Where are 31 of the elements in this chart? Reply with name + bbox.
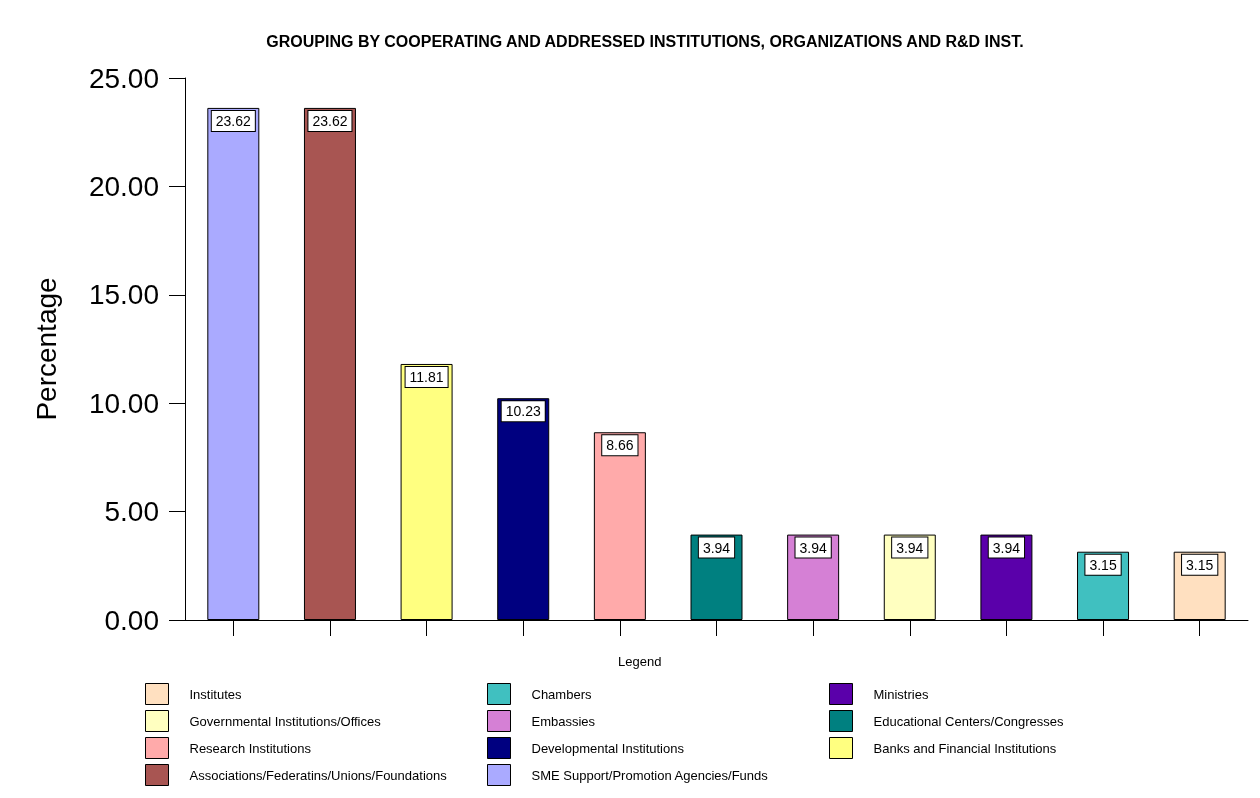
data-label: 3.94	[896, 539, 924, 556]
y-axis-title: Percentage	[30, 277, 62, 421]
legend-label: Ministries	[873, 686, 929, 702]
y-tick-label: 25.00	[88, 62, 159, 94]
legend-label: Banks and Financial Institutions	[873, 740, 1057, 756]
data-label: 3.15	[1186, 556, 1214, 573]
legend-label: Governmental Institutions/Offices	[189, 713, 382, 729]
y-tick-label: 15.00	[88, 279, 159, 311]
y-tick-label: 20.00	[88, 170, 159, 202]
chart-title: GROUPING BY COOPERATING AND ADDRESSED INSTITUTIONS, ORGANIZATIONS AND R&D INST.	[266, 32, 1024, 50]
data-label: 10.23	[505, 403, 541, 420]
data-label: 23.62	[215, 112, 252, 129]
data-label: 3.94	[702, 539, 731, 556]
legend-label: Chambers	[531, 686, 592, 702]
y-tick-label: 5.00	[104, 496, 159, 528]
legend-label: Research Institutions	[189, 740, 312, 756]
legend-label: Institutes	[189, 686, 243, 702]
legend-label: Embassies	[531, 713, 596, 729]
y-tick-label: 0.00	[104, 604, 159, 636]
data-label: 8.66	[606, 437, 634, 454]
data-label: 11.81	[409, 368, 444, 385]
legend-label: Associations/Federatins/Unions/Foundations	[189, 767, 448, 783]
data-label: 3.94	[799, 539, 827, 556]
data-label: 23.62	[312, 112, 348, 129]
data-label: 3.15	[1089, 556, 1117, 573]
legend-label: Educational Centers/Congresses	[873, 713, 1065, 729]
legend-label: Developmental Institutions	[531, 740, 685, 756]
legend-title: Legend	[618, 654, 662, 669]
data-label: 3.94	[992, 539, 1021, 556]
y-tick-label: 10.00	[88, 387, 159, 419]
legend-label: SME Support/Promotion Agencies/Funds	[531, 767, 769, 783]
